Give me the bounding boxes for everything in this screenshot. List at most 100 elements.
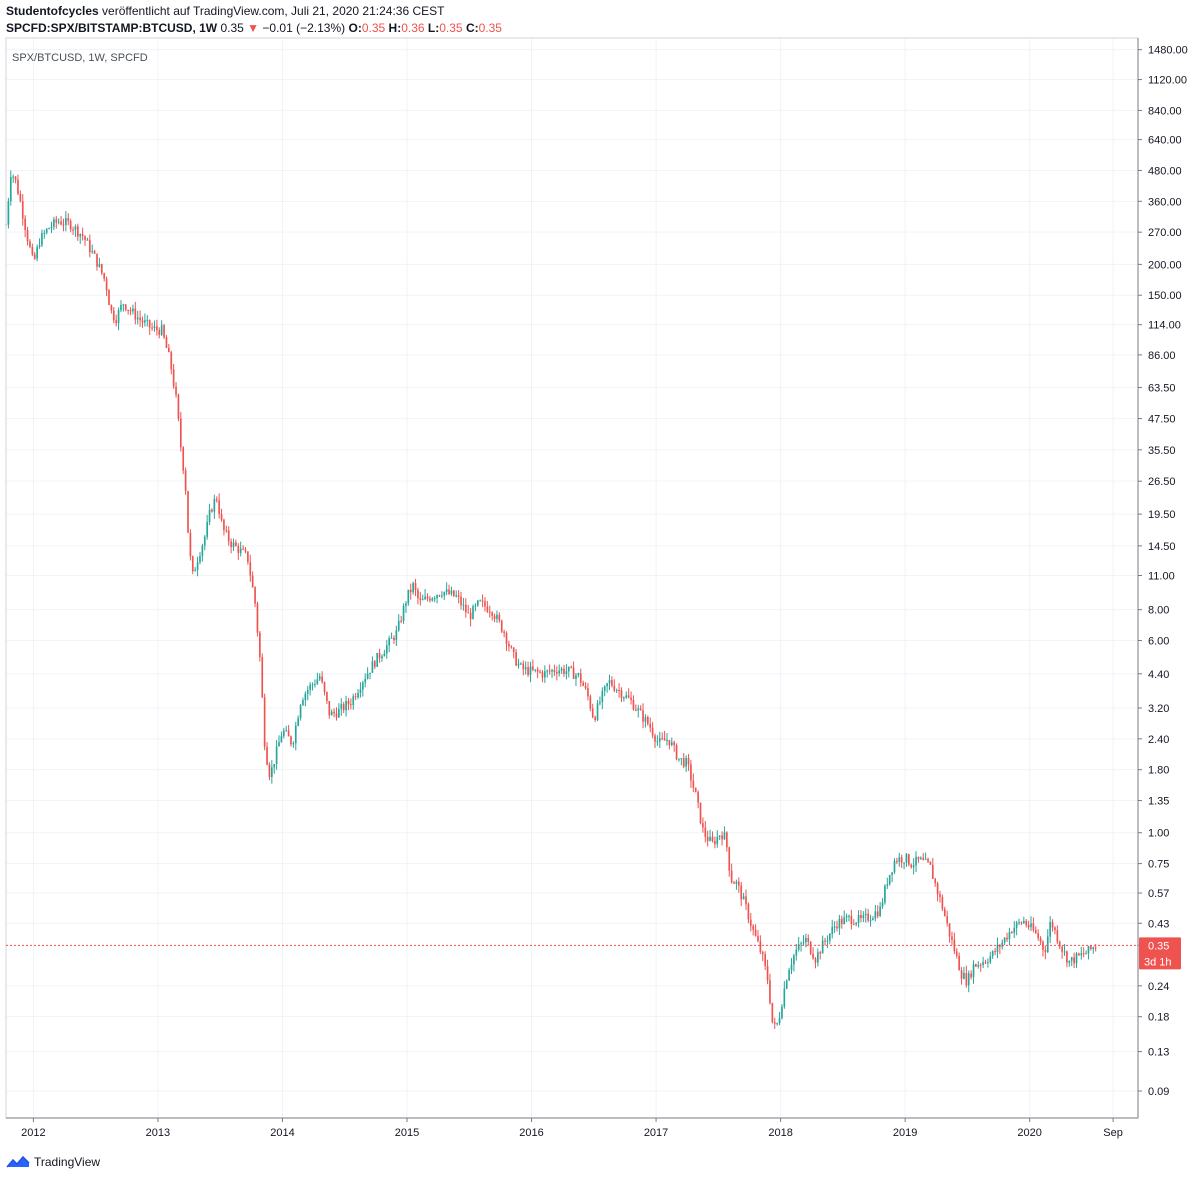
candle-body [1003,937,1006,943]
time-tick-label: 2016 [519,1127,543,1139]
candle-body [249,562,252,576]
candle-body [831,927,834,934]
candle-body [1008,932,1011,940]
candle-body [797,944,800,950]
price-change: −0.01 (−2.13%) [262,21,346,35]
price-tick-label: 11.00 [1148,571,1175,583]
candle-body [534,669,537,671]
candle-body [745,896,747,905]
candle-body [826,940,829,942]
candle-body [462,604,465,606]
candle-body [599,701,601,704]
candle-body [285,730,288,732]
candle-body [457,595,460,597]
time-tick-label: 2012 [21,1127,45,1139]
candle-body [1070,957,1073,961]
candle-body [649,724,652,728]
candle-body [72,229,74,231]
candle-body [168,347,170,353]
candle-body [749,919,752,926]
candle-body [165,337,168,348]
candle-body [79,234,82,237]
candle-body [999,944,1001,947]
candle-body [970,973,972,978]
candle-body [1082,953,1085,955]
candle-body [287,730,290,737]
candle-body [65,218,67,225]
candle-body [879,906,881,917]
candle-body [282,730,285,737]
time-axis[interactable]: 2012 2013 2014 2015 2016 2017 2018 2019 2020 Sep [21,1118,1123,1139]
candle-body [26,229,29,242]
candle-body [450,590,453,595]
candle-body [884,885,886,903]
candle-body [223,519,225,531]
candle-body [304,693,307,701]
candle-body [726,832,728,848]
price-tick-label: 200.00 [1148,259,1182,271]
candle-body [359,689,362,693]
candle-body [158,330,161,335]
candle-body [651,727,654,736]
candle-body [584,685,587,689]
candle-body [206,521,209,537]
candle-body [965,973,968,986]
candle-body [400,620,402,622]
candle-body [515,652,517,666]
candle-body [48,228,50,230]
candle-body [57,221,60,223]
candle-body [781,1006,783,1019]
candle-body [235,542,237,546]
price-tick-label: 1.35 [1148,796,1169,808]
candle-body [326,692,328,701]
candle-body [747,904,750,920]
candle-body [1051,922,1054,928]
candle-body [388,638,391,646]
candle-body [136,317,139,320]
candle-body [366,673,369,679]
candles [5,170,1097,1029]
candle-body [759,941,762,953]
candle-body [1073,957,1075,964]
candle-body [618,690,620,692]
candle-body [321,676,323,683]
candle-body [838,918,841,929]
candle-body [211,509,213,512]
candle-body [24,218,26,230]
candle-body [414,583,417,590]
candle-body [886,884,889,886]
candle-body [172,369,175,387]
candle-body [1049,922,1051,937]
candle-body [77,226,79,237]
price-tick-label: 270.00 [1148,227,1182,239]
candle-body [862,915,865,919]
candle-body [845,916,848,918]
price-tick-label: 0.57 [1148,888,1169,900]
candle-body [1087,946,1090,954]
candle-body [637,708,640,711]
candle-body [975,964,977,967]
candle-body [191,556,194,572]
candle-body [658,738,661,742]
candle-body [898,857,901,862]
candle-body [721,835,723,840]
tradingview-brand: TradingView [34,1155,101,1169]
author-name[interactable]: Studentofcycles [6,4,99,18]
candle-body [275,746,278,765]
candle-body [613,685,616,691]
candle-body [927,858,929,862]
candle-body [508,643,510,647]
candle-body [86,239,89,241]
symbol-name[interactable]: SPCFD:SPX/BITSTAMP:BTCUSD, 1W [6,21,218,35]
candle-body [419,598,422,600]
tradingview-footer[interactable]: TradingView [6,1155,100,1169]
price-tick-label: 114.00 [1148,320,1181,332]
candle-body [819,952,822,954]
candle-body [888,874,891,885]
candle-body [783,988,786,1007]
price-axis[interactable]: 1480.00 1120.00 840.00 640.00 480.00 360.00 27… [1138,45,1188,1098]
candle-body [431,598,434,601]
price-tick-label: 0.09 [1148,1086,1169,1098]
candle-body [697,792,699,803]
